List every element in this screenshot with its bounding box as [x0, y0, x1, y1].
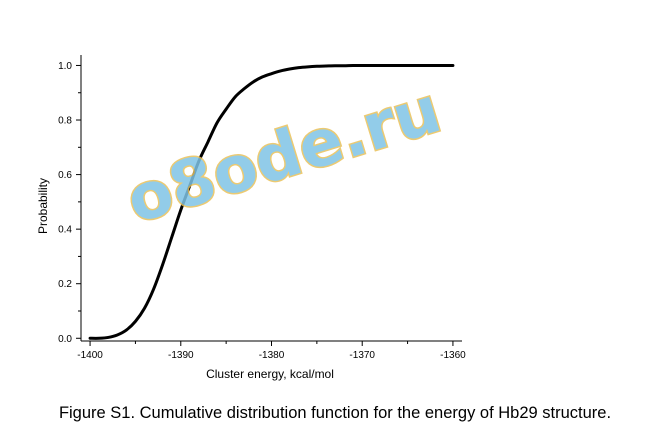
x-axis-title: Cluster energy, kcal/mol: [206, 367, 334, 381]
x-tick-label: -1370: [349, 350, 375, 361]
x-tick-label: -1390: [168, 350, 194, 361]
x-tick-label: -1400: [77, 350, 103, 361]
y-tick-label: 0.6: [58, 170, 72, 181]
y-tick-label: 0.4: [58, 225, 72, 236]
y-tick-label: 1.0: [58, 61, 72, 72]
x-axis-ticks: -1400 -1390 -1380 -1370 -1360: [77, 341, 466, 361]
plot-area: -1400 -1390 -1380 -1370 -1360 0.00.20.40.60.…: [58, 55, 466, 361]
y-tick-label: 0.0: [58, 334, 72, 345]
cdf-chart: -1400 -1390 -1380 -1370 -1360 0.00.20.40.60.…: [36, 55, 466, 381]
figure-caption: Figure S1. Cumulative distribution funct…: [58, 404, 612, 422]
cdf-series-line: [88, 63, 455, 340]
y-axis-title: Probability: [36, 178, 50, 234]
x-tick-label: -1360: [440, 350, 466, 361]
y-axis-ticks: 0.0 0.2 0.4 0.6 0.8 1.0: [58, 61, 81, 345]
x-tick-label: -1380: [259, 350, 285, 361]
watermark-logo: o8ode.ru: [119, 73, 450, 238]
y-tick-label: 0.2: [58, 279, 72, 290]
y-tick-label: 0.8: [58, 116, 72, 127]
